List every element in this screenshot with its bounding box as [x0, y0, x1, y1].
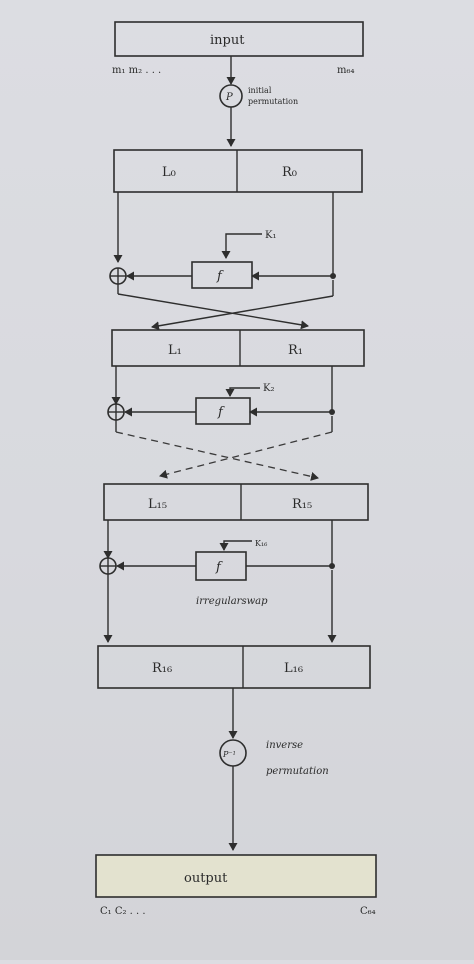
round1-right-label: R₁ — [288, 343, 303, 358]
dashed-cross-right-to-left — [159, 431, 333, 479]
round0-f-label: f — [216, 269, 224, 284]
initial-permutation-label-1: initial — [248, 86, 272, 95]
round0-block — [113, 149, 363, 193]
round1-f-box — [195, 397, 251, 425]
round15-key-arrow — [219, 540, 252, 551]
final-block — [97, 645, 371, 689]
dashed-cross-left-to-right — [115, 431, 319, 481]
round1-key-label: K₂ — [263, 383, 274, 394]
round0-key-arrow — [221, 233, 262, 259]
input-box — [114, 21, 364, 57]
round15-left-label: L₁₅ — [148, 497, 167, 512]
round0-cross-left-to-right — [117, 293, 309, 330]
initial-permutation-label-2: permutation — [248, 97, 298, 106]
round1-left-label: L₁ — [168, 343, 182, 358]
inverse-permutation-label-2: permutation — [266, 766, 329, 777]
round15-block — [103, 483, 369, 521]
irregular-swap-label: irregularswap — [196, 596, 268, 607]
output-start-label: C₁ C₂ . . . — [100, 906, 146, 917]
output-box — [95, 854, 377, 898]
initial-permutation-symbol: P — [225, 92, 233, 103]
round0-left-label: L₀ — [162, 165, 176, 180]
input-label: input — [210, 33, 245, 48]
inverse-permutation-label-1: inverse — [266, 740, 303, 751]
input-start-label: m₁ m₂ . . . — [112, 65, 161, 76]
round15-key-label: K₁₆ — [255, 539, 267, 548]
final-right-label: L₁₆ — [284, 661, 303, 676]
round1-key-arrow — [225, 387, 260, 397]
output-label: output — [184, 871, 228, 886]
final-left-label: R₁₆ — [152, 661, 172, 676]
round15-right-label: R₁₅ — [292, 497, 312, 512]
round15-f-label: f — [215, 560, 223, 575]
round0-right-label: R₀ — [282, 165, 297, 180]
output-end-label: C₆₄ — [360, 906, 376, 917]
input-end-label: m₆₄ — [337, 65, 355, 76]
round15-f-box — [195, 551, 247, 581]
round1-f-label: f — [217, 405, 225, 420]
round0-cross-right-to-left — [151, 295, 334, 331]
round1-block — [111, 329, 365, 367]
inverse-permutation-symbol: P⁻¹ — [222, 750, 236, 759]
round0-key-label: K₁ — [265, 230, 276, 241]
round0-f-box — [191, 261, 253, 289]
